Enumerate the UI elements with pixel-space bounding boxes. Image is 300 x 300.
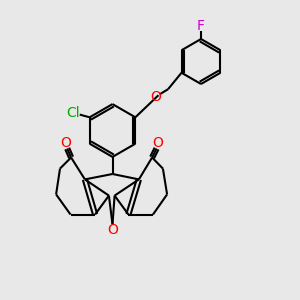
Text: Cl: Cl	[66, 106, 80, 120]
Text: O: O	[153, 136, 164, 150]
Text: O: O	[107, 224, 118, 237]
Text: O: O	[60, 136, 71, 150]
Text: O: O	[151, 90, 161, 104]
Text: F: F	[197, 20, 205, 33]
